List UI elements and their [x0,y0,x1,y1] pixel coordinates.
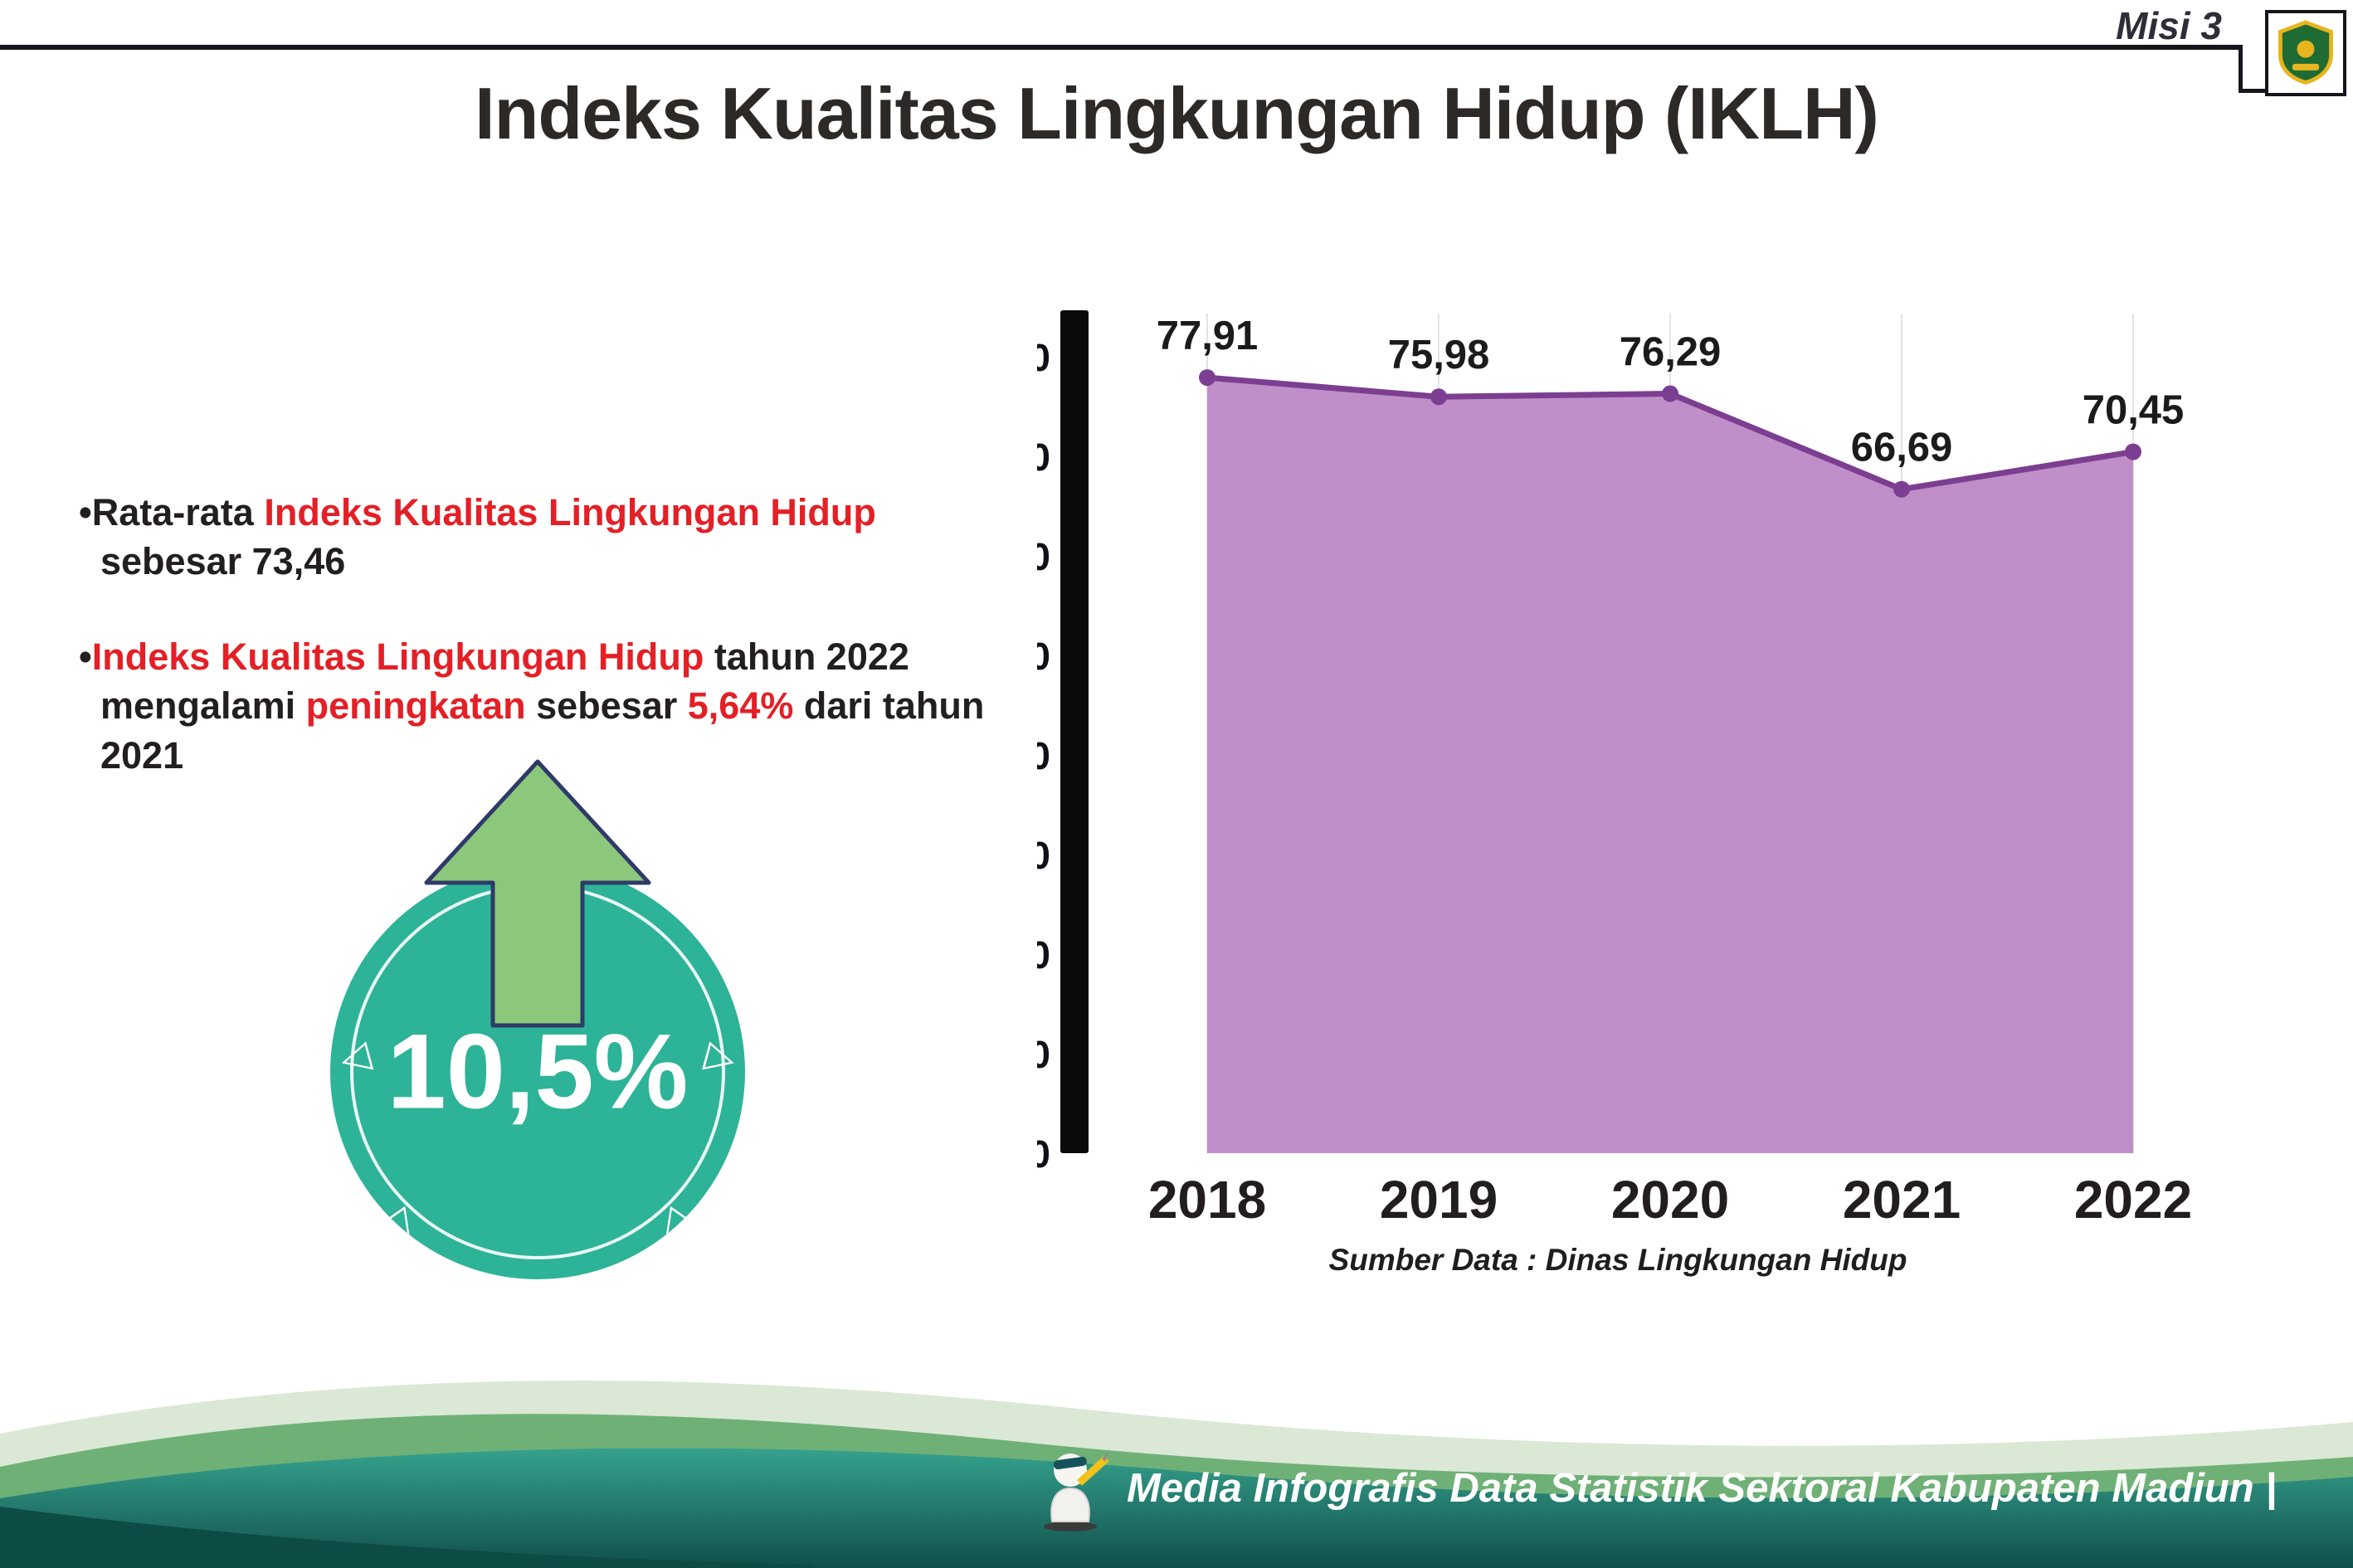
y-tick-label: 60 [1037,535,1050,578]
point-label: 76,29 [1620,330,1722,375]
increase-arrow-icon [424,759,651,1028]
data-point [1430,388,1447,406]
x-axis-label: 2020 [1611,1170,1729,1230]
chart-source: Sumber Data : Dinas Lingkungan Hidup [1328,1243,1907,1277]
y-tick-label: 20 [1037,933,1050,976]
y-axis-bar [1060,310,1089,1153]
footer-credit-text: Media Infografis Data Statistik Sektoral… [1127,1466,2277,1511]
page-title: Indeks Kualitas Lingkungan Hidup (IKLH) [475,72,1879,154]
y-tick-label: 30 [1037,834,1050,877]
point-label: 66,69 [1851,426,1953,470]
x-axis-label: 2022 [2074,1170,2192,1230]
y-tick-label: 80 [1037,336,1050,379]
bullet-item: •Indeks Kualitas Lingkungan Hidup tahun … [79,635,985,777]
y-tick-label: 40 [1037,734,1050,777]
crest-icon [2278,20,2333,85]
x-axis-label: 2019 [1380,1170,1498,1230]
y-tick-label: 50 [1037,635,1050,678]
point-label: 75,98 [1388,333,1490,377]
area-series [1207,377,2133,1153]
data-point [2125,443,2141,460]
footer-waves [0,1381,2353,1568]
y-tick-label: 70 [1037,436,1050,479]
data-point [1199,369,1215,387]
y-tick-label: 10 [1037,1033,1050,1076]
header-rule [0,45,2239,50]
y-tick-label: 0 [1037,1132,1050,1176]
area-chart-svg: 0 10 20 30 40 50 60 70 80 77,91 75,98 76,29 66,69 70,… [1037,310,2192,1230]
x-axis-label: 2021 [1843,1170,1961,1230]
point-label: 77,91 [1157,314,1259,358]
data-point [1893,480,1910,498]
badge-value: 10,5% [387,1012,689,1132]
x-axis-label: 2018 [1148,1170,1266,1230]
mascot-icon [1044,1452,1109,1531]
bullet-list: •Rata-rata Indeks Kualitas Lingkungan Hi… [79,488,1008,825]
iklh-area-chart: 0 10 20 30 40 50 60 70 80 77,91 75,98 76,29 66,69 70,… [1037,299,2265,1319]
footer-credit: Media Infografis Data Statistik Sektoral… [1032,1445,2277,1531]
misi-label: Misi 3 [2116,4,2222,47]
point-label: 70,45 [2083,388,2185,433]
logo-frame-line [2239,45,2243,93]
bullet-item: •Rata-rata Indeks Kualitas Lingkungan Hi… [79,491,876,583]
logo-frame-line [2239,89,2275,93]
kabupaten-madiun-logo [2265,10,2346,96]
data-point [1662,385,1678,402]
